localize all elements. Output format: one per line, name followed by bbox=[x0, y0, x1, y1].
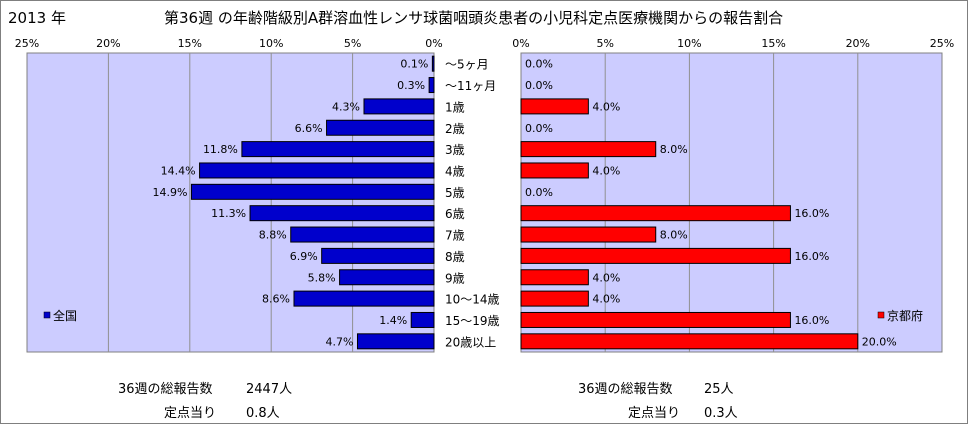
age-category-label: 7歳 bbox=[445, 229, 465, 243]
age-category-label: 4歳 bbox=[445, 164, 465, 178]
national-bar bbox=[290, 226, 435, 243]
kyoto-value-label: 0.0% bbox=[525, 58, 553, 71]
national-bar bbox=[249, 205, 435, 222]
national-value-label: 5.8% bbox=[308, 271, 336, 284]
national-value-label: 6.6% bbox=[295, 122, 323, 135]
kyoto-bar bbox=[520, 269, 589, 286]
kyoto-bar bbox=[520, 290, 589, 307]
age-category-label: 10〜14歳 bbox=[445, 293, 500, 307]
kyoto-value-label: 16.0% bbox=[794, 207, 829, 220]
kyoto-bar bbox=[520, 205, 791, 222]
kyoto-per-label: 定点当り bbox=[628, 406, 681, 421]
national-bar bbox=[321, 247, 435, 264]
age-category-label: 3歳 bbox=[445, 143, 465, 157]
kyoto-value-label: 4.0% bbox=[592, 271, 620, 284]
age-category-label: 1歳 bbox=[445, 100, 465, 114]
kyoto-bar bbox=[520, 226, 657, 243]
age-category-label: 9歳 bbox=[445, 271, 465, 285]
national-total-label: 36週の総報告数 bbox=[118, 382, 213, 397]
kyoto-bar bbox=[520, 141, 657, 158]
kyoto-tick-label: 10% bbox=[677, 37, 701, 50]
national-tick-label: 15% bbox=[178, 37, 202, 50]
national-per-value: 0.8人 bbox=[246, 406, 280, 421]
age-category-label: 6歳 bbox=[445, 207, 465, 221]
age-category-label: 8歳 bbox=[445, 250, 465, 264]
kyoto-value-label: 0.0% bbox=[525, 186, 553, 199]
national-bar bbox=[293, 290, 435, 307]
kyoto-bar bbox=[520, 247, 791, 264]
kyoto-value-label: 20.0% bbox=[862, 335, 897, 348]
national-value-label: 1.4% bbox=[379, 314, 407, 327]
national-bar bbox=[241, 141, 435, 158]
kyoto-value-label: 4.0% bbox=[592, 100, 620, 113]
national-value-label: 0.3% bbox=[397, 79, 425, 92]
national-legend-swatch bbox=[43, 311, 51, 319]
national-tick-label: 5% bbox=[344, 37, 361, 50]
kyoto-value-label: 4.0% bbox=[592, 293, 620, 306]
national-tick-label: 20% bbox=[96, 37, 120, 50]
kyoto-bar bbox=[520, 311, 791, 328]
kyoto-plot-area bbox=[520, 52, 943, 353]
age-category-label: 〜5ヶ月 bbox=[445, 58, 489, 72]
national-plot-area bbox=[26, 52, 435, 353]
kyoto-total-label: 36週の総報告数 bbox=[578, 382, 673, 397]
national-value-label: 14.4% bbox=[161, 164, 196, 177]
national-total-value: 2447人 bbox=[246, 382, 293, 397]
age-category-label: 〜11ヶ月 bbox=[445, 79, 496, 93]
kyoto-value-label: 16.0% bbox=[794, 250, 829, 263]
national-value-label: 8.8% bbox=[259, 229, 287, 242]
national-bar bbox=[431, 55, 435, 72]
national-value-label: 6.9% bbox=[290, 250, 318, 263]
kyoto-value-label: 8.0% bbox=[660, 229, 688, 242]
kyoto-tick-label: 5% bbox=[596, 37, 613, 50]
kyoto-legend-swatch bbox=[877, 311, 885, 319]
national-legend-label: 全国 bbox=[53, 308, 77, 323]
national-bar bbox=[410, 311, 435, 328]
kyoto-bar bbox=[520, 162, 589, 179]
national-bar bbox=[326, 119, 435, 136]
chart-title: 第36週 の年齢階級別A群溶血性レンサ球菌咽頭炎患者の小児科定点医療機関からの報… bbox=[164, 9, 784, 27]
age-category-label: 15〜19歳 bbox=[445, 314, 500, 328]
national-per-label: 定点当り bbox=[164, 406, 217, 421]
age-category-label: 5歳 bbox=[445, 186, 465, 200]
national-bar bbox=[199, 162, 435, 179]
kyoto-value-label: 4.0% bbox=[592, 164, 620, 177]
national-bar bbox=[190, 183, 435, 200]
national-tick-label: 0% bbox=[425, 37, 442, 50]
kyoto-bar bbox=[520, 98, 589, 115]
national-value-label: 8.6% bbox=[262, 293, 290, 306]
kyoto-tick-label: 20% bbox=[846, 37, 870, 50]
national-value-label: 4.3% bbox=[332, 100, 360, 113]
butterfly-chart: 25% 20% 15% 10% 5% 0% 0% 5% 10% 15% 20% 25% 0.1% 〜5ヶ月… bbox=[15, 37, 954, 353]
kyoto-tick-label: 0% bbox=[512, 37, 529, 50]
kyoto-tick-label: 25% bbox=[930, 37, 954, 50]
kyoto-bar bbox=[520, 333, 859, 350]
national-bar bbox=[356, 333, 435, 350]
year-label: 2013 年 bbox=[8, 9, 66, 27]
kyoto-legend-label: 京都府 bbox=[887, 308, 923, 323]
national-bar bbox=[339, 269, 435, 286]
age-category-label: 2歳 bbox=[445, 122, 465, 136]
kyoto-value-label: 8.0% bbox=[660, 143, 688, 156]
national-bar bbox=[428, 77, 435, 94]
kyoto-value-label: 0.0% bbox=[525, 79, 553, 92]
national-tick-label: 25% bbox=[15, 37, 39, 50]
kyoto-per-value: 0.3人 bbox=[704, 406, 738, 421]
national-tick-label: 10% bbox=[259, 37, 283, 50]
national-value-label: 11.8% bbox=[203, 143, 238, 156]
national-value-label: 4.7% bbox=[326, 335, 354, 348]
national-value-label: 11.3% bbox=[211, 207, 246, 220]
national-bar bbox=[363, 98, 435, 115]
kyoto-value-label: 0.0% bbox=[525, 122, 553, 135]
age-category-label: 20歳以上 bbox=[445, 335, 496, 349]
national-value-label: 14.9% bbox=[152, 186, 187, 199]
kyoto-value-label: 16.0% bbox=[794, 314, 829, 327]
national-value-label: 0.1% bbox=[400, 58, 428, 71]
kyoto-total-value: 25人 bbox=[704, 382, 734, 397]
kyoto-tick-label: 15% bbox=[761, 37, 785, 50]
